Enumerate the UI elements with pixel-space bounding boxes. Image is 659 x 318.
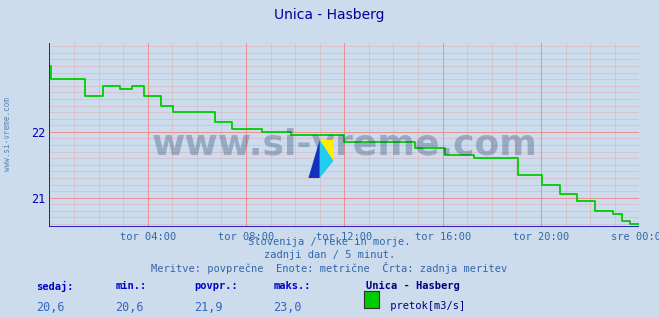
Polygon shape xyxy=(308,140,320,178)
Text: 20,6: 20,6 xyxy=(115,301,144,314)
Text: sedaj:: sedaj: xyxy=(36,281,74,293)
Text: Meritve: povprečne  Enote: metrične  Črta: zadnja meritev: Meritve: povprečne Enote: metrične Črta:… xyxy=(152,262,507,274)
Polygon shape xyxy=(320,140,333,178)
Text: Slovenija / reke in morje.: Slovenija / reke in morje. xyxy=(248,237,411,247)
Text: min.:: min.: xyxy=(115,281,146,291)
Text: 20,6: 20,6 xyxy=(36,301,65,314)
Text: zadnji dan / 5 minut.: zadnji dan / 5 minut. xyxy=(264,250,395,259)
Text: povpr.:: povpr.: xyxy=(194,281,238,291)
Text: Unica - Hasberg: Unica - Hasberg xyxy=(366,281,459,292)
Text: pretok[m3/s]: pretok[m3/s] xyxy=(384,301,465,310)
Polygon shape xyxy=(320,140,333,161)
Text: 23,0: 23,0 xyxy=(273,301,302,314)
Text: 21,9: 21,9 xyxy=(194,301,223,314)
Text: www.si-vreme.com: www.si-vreme.com xyxy=(152,128,537,161)
Text: maks.:: maks.: xyxy=(273,281,311,291)
Text: Unica - Hasberg: Unica - Hasberg xyxy=(274,8,385,22)
Text: www.si-vreme.com: www.si-vreme.com xyxy=(3,97,13,170)
